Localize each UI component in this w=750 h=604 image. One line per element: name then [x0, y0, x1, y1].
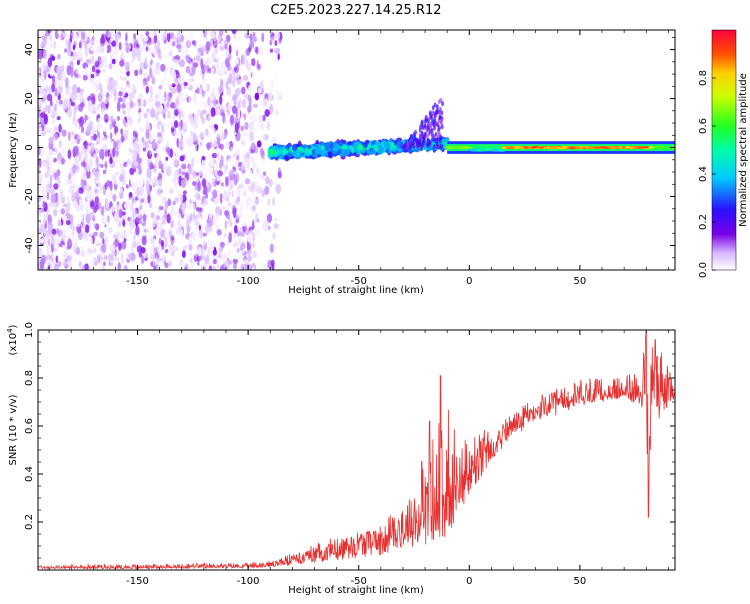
colorbar-tick-label: 0.2 [698, 214, 709, 230]
snr-y-ticks: 0.2 0.4 0.6 0.8 1.0 [24, 322, 675, 558]
colorbar-tick-label: 0.4 [698, 166, 709, 182]
snr-series-line [38, 330, 675, 569]
colorbar-gradient [712, 30, 736, 270]
spectrogram-y-tick-label: 40 [24, 43, 35, 56]
figure-title: C2E5.2023.227.14.25.R12 [270, 3, 441, 18]
spectrogram-y-tick-label: 20 [24, 92, 35, 105]
colorbar-tick-label: 0.6 [698, 118, 709, 134]
snr-y-exponent-close: ) [8, 324, 19, 328]
snr-y-tick-label: 1.0 [24, 322, 35, 338]
spectrogram-x-tick-label: 50 [574, 276, 587, 287]
spectrogram-x-tick-label: 0 [466, 276, 472, 287]
spectrogram-y-tick-label: -40 [24, 237, 35, 253]
snr-x-tick-label: 50 [574, 576, 587, 587]
spectrogram-x-tick-label: -150 [126, 276, 149, 287]
snr-y-tick-label: 0.2 [24, 514, 35, 530]
heatmap-region-narrow-line [444, 141, 678, 154]
spectrogram-y-tick-label: -20 [24, 188, 35, 204]
snr-x-tick-label: -100 [237, 576, 260, 587]
colorbar-tick-label: 0.8 [698, 70, 709, 86]
spectrogram-heatmap [36, 26, 679, 275]
heatmap-region-plume [402, 98, 444, 150]
snr-y-exponent: (x104) [6, 324, 19, 355]
snr-y-tick-label: 0.8 [24, 370, 35, 386]
snr-y-axis-label: SNR (10 * v/v) [8, 394, 19, 465]
colorbar: 0.0 0.2 0.4 0.6 0.8 Normalized spectral ampl… [698, 30, 749, 278]
spectrogram-y-tick-label: 0 [24, 144, 35, 150]
heatmap-region-noise [36, 26, 284, 275]
snr-x-tick-label: 0 [466, 576, 472, 587]
snr-y-tick-label: 0.4 [24, 466, 35, 482]
snr-x-axis-label: Height of straight line (km) [288, 585, 424, 596]
snr-x-tick-label: -150 [126, 576, 149, 587]
spectrogram-x-axis-label: Height of straight line (km) [288, 285, 424, 296]
spectrogram-x-tick-label: -100 [237, 276, 260, 287]
spectrogram-y-axis-label: Frequency (Hz) [8, 112, 19, 188]
snr-y-tick-label: 0.6 [24, 418, 35, 434]
snr-y-exponent-open: (x10 [8, 333, 19, 356]
snr-frame [38, 330, 675, 570]
colorbar-tick-label: 0.0 [698, 262, 709, 278]
colorbar-label: Normalized spectral amplitude [738, 73, 749, 227]
